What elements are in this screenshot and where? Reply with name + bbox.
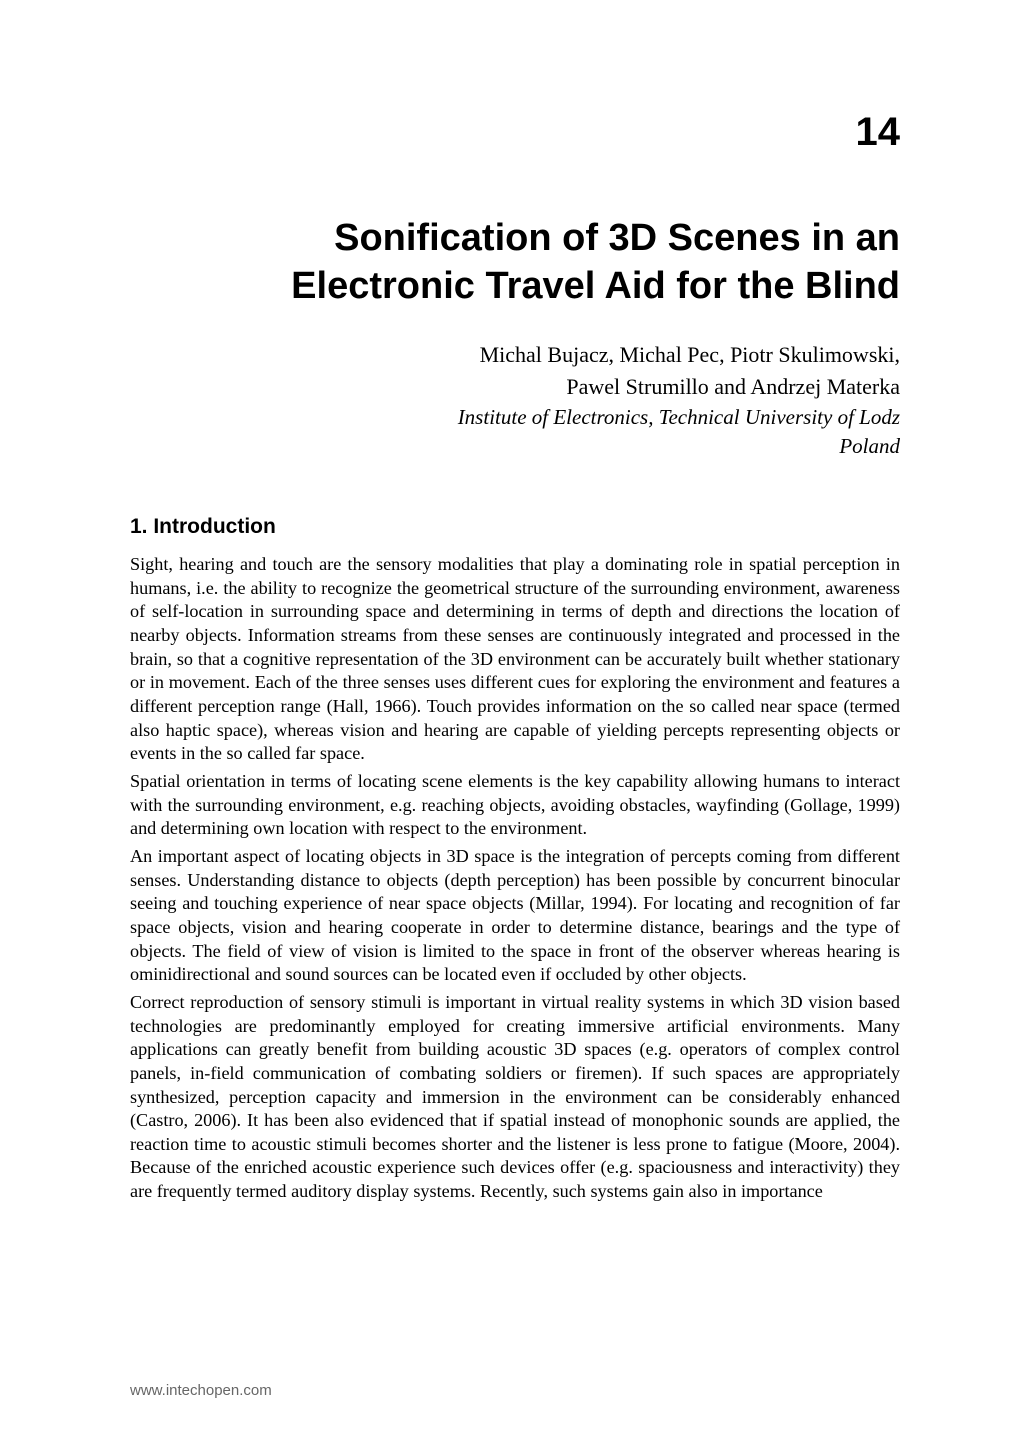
paragraph-3: An important aspect of locating objects … xyxy=(130,845,900,987)
chapter-number: 14 xyxy=(130,110,900,155)
paragraph-1: Sight, hearing and touch are the sensory… xyxy=(130,553,900,766)
country: Poland xyxy=(130,432,900,460)
affiliation: Institute of Electronics, Technical Univ… xyxy=(130,403,900,431)
authors-line-1: Michal Bujacz, Michal Pec, Piotr Skulimo… xyxy=(130,340,900,370)
paragraph-2: Spatial orientation in terms of locating… xyxy=(130,770,900,841)
title-line-1: Sonification of 3D Scenes in an xyxy=(334,217,900,259)
chapter-title: Sonification of 3D Scenes in an Electron… xyxy=(130,215,900,310)
paragraph-4: Correct reproduction of sensory stimuli … xyxy=(130,991,900,1204)
page-container: 14 Sonification of 3D Scenes in an Elect… xyxy=(0,0,1020,1439)
authors-line-2: Pawel Strumillo and Andrzej Materka xyxy=(130,372,900,402)
footer-url: www.intechopen.com xyxy=(130,1382,272,1399)
title-line-2: Electronic Travel Aid for the Blind xyxy=(291,265,900,307)
section-heading-introduction: 1. Introduction xyxy=(130,515,900,539)
